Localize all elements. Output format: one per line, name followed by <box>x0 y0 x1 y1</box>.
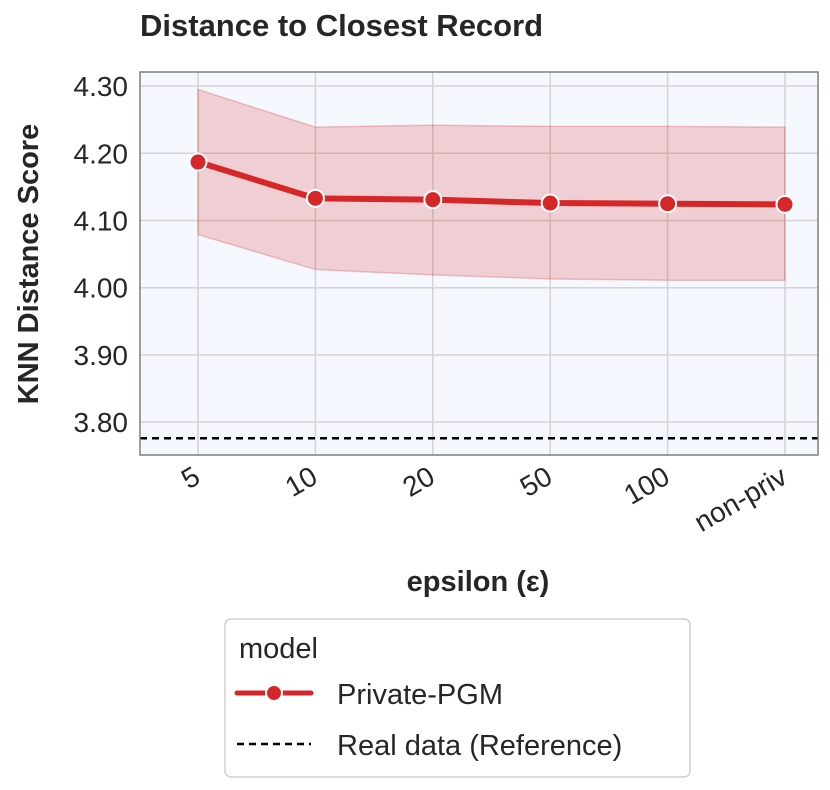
x-tick-label: non-priv <box>689 460 792 537</box>
y-tick-label: 4.30 <box>74 71 129 102</box>
legend-swatch-private-pgm-marker <box>265 684 283 702</box>
point-private-pgm <box>305 188 325 208</box>
point-private-pgm <box>423 190 443 210</box>
legend-title: model <box>239 633 318 665</box>
series-markers <box>188 152 795 214</box>
x-tick-labels: 5 10 20 50 100 non-priv <box>176 460 792 537</box>
y-tick-labels: 4.30 4.20 4.10 4.00 3.90 3.80 <box>74 71 129 438</box>
y-tick-label: 4.00 <box>74 273 129 304</box>
point-private-pgm <box>775 194 795 214</box>
grid <box>140 72 818 455</box>
legend: model Private-PGM Real data (Reference) <box>224 618 691 778</box>
line-private-pgm <box>195 159 788 208</box>
y-tick-label: 4.10 <box>74 205 129 236</box>
x-tick-label: 5 <box>176 460 205 495</box>
y-tick-label: 3.90 <box>74 340 129 371</box>
plot-area <box>140 72 818 455</box>
y-axis-label: KNN Distance Score <box>13 124 45 404</box>
x-tick-label: 10 <box>280 460 322 502</box>
point-private-pgm <box>540 193 560 213</box>
chart-title: Distance to Closest Record <box>140 8 543 43</box>
legend-box <box>224 618 691 778</box>
plot-frame <box>139 71 819 456</box>
legend-entry-reference: Real data (Reference) <box>337 730 622 762</box>
x-tick-label: 20 <box>397 460 439 502</box>
x-tick-label: 100 <box>619 460 675 510</box>
ci-band-private-pgm <box>197 88 786 282</box>
x-tick-label: 50 <box>515 460 557 502</box>
point-private-pgm <box>658 194 678 214</box>
x-axis-label: epsilon (ε) <box>407 566 550 598</box>
series-line <box>195 159 788 208</box>
y-tick-label: 4.20 <box>74 138 129 169</box>
confidence-band <box>197 88 786 282</box>
y-tick-label: 3.80 <box>74 407 129 438</box>
point-private-pgm <box>188 152 208 172</box>
legend-entry-private-pgm: Private-PGM <box>337 679 503 711</box>
